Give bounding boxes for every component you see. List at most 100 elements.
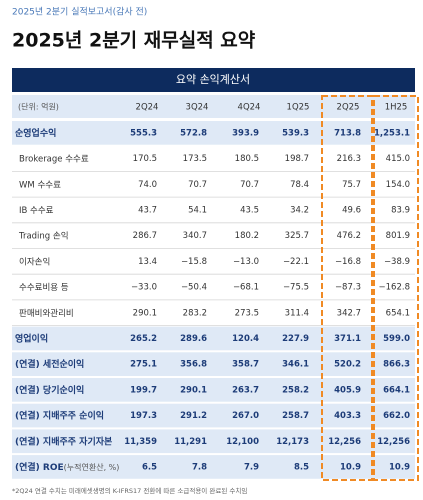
cell: 283.2 bbox=[183, 308, 207, 318]
column-header: 1H25 bbox=[385, 103, 408, 113]
row-label: (연결) 당기순이익 bbox=[15, 383, 84, 395]
row-label: 판매비와관리비 bbox=[19, 307, 74, 318]
cell: 286.7 bbox=[133, 231, 157, 241]
cell: 10.9 bbox=[389, 462, 410, 472]
cell: −87.3 bbox=[335, 283, 361, 293]
cell: 180.5 bbox=[235, 154, 259, 164]
cell: 216.3 bbox=[337, 154, 361, 164]
row-bg bbox=[12, 352, 415, 376]
cell: −33.0 bbox=[131, 283, 157, 293]
row-label: (연결) 지배주주 순이익 bbox=[15, 409, 104, 421]
cell: 358.7 bbox=[232, 360, 259, 370]
row-label-text: Brokerage 수수료 bbox=[19, 154, 89, 164]
row-bg bbox=[12, 326, 415, 351]
cell: 13.4 bbox=[138, 257, 157, 267]
cell: 83.9 bbox=[391, 205, 410, 215]
row-label-text: 영업이익 bbox=[15, 332, 48, 344]
row-label-text: (연결) 지배주주 순이익 bbox=[15, 409, 104, 421]
row-label-note: (누적연환산, %) bbox=[64, 461, 120, 471]
cell: 340.7 bbox=[183, 231, 207, 241]
cell: 664.1 bbox=[383, 385, 410, 395]
column-header: 2Q24 bbox=[136, 103, 159, 113]
cell: −162.8 bbox=[379, 283, 410, 293]
cell: −16.8 bbox=[335, 257, 361, 267]
cell: 662.0 bbox=[383, 411, 410, 421]
row-label-text: IB 수수료 bbox=[19, 205, 54, 215]
cell: 393.9 bbox=[232, 128, 259, 138]
row-label: Brokerage 수수료 bbox=[19, 154, 89, 164]
subtitle: 2025년 2분기 실적보고서(감사 전) bbox=[12, 6, 147, 18]
cell: 78.4 bbox=[290, 180, 309, 190]
cell: 572.8 bbox=[180, 128, 207, 138]
cell: 289.6 bbox=[180, 334, 207, 344]
row-label-text: 판매비와관리비 bbox=[19, 307, 74, 318]
cell: 75.7 bbox=[342, 180, 361, 190]
row-label: WM 수수료 bbox=[19, 180, 61, 190]
table-title: 요약 손익계산서 bbox=[176, 72, 250, 86]
cell: 11,359 bbox=[124, 437, 157, 447]
cell: 180.2 bbox=[235, 231, 259, 241]
unit-label: (단위: 억원) bbox=[18, 102, 59, 112]
row-label-text: (연결) ROE bbox=[15, 460, 64, 472]
row-label-text: 이자손익 bbox=[19, 256, 50, 267]
cell: 654.1 bbox=[386, 308, 410, 318]
cell: 11,291 bbox=[174, 437, 207, 447]
cell: 801.9 bbox=[386, 231, 410, 241]
row-label: (연결) 지배주주 자기자본 bbox=[15, 435, 112, 447]
cell: 70.7 bbox=[240, 180, 259, 190]
cell: 539.3 bbox=[282, 128, 309, 138]
row-bg bbox=[12, 429, 415, 454]
row-label-text: (연결) 당기순이익 bbox=[15, 383, 84, 395]
cell: 291.2 bbox=[180, 411, 207, 421]
cell: 346.1 bbox=[282, 360, 309, 370]
cell: 263.7 bbox=[232, 385, 259, 395]
row-label-text: 수수료비용 등 bbox=[19, 283, 69, 293]
row-label: 영업이익 bbox=[15, 332, 48, 344]
row-label-text: (연결) 지배주주 자기자본 bbox=[15, 435, 112, 447]
row-label: 이자손익 bbox=[19, 256, 50, 267]
column-header: 4Q24 bbox=[238, 103, 261, 113]
cell: 12,100 bbox=[226, 437, 259, 447]
cell: 290.1 bbox=[133, 308, 157, 318]
cell: 170.5 bbox=[133, 154, 157, 164]
cell: 197.3 bbox=[130, 411, 157, 421]
cell: −75.5 bbox=[283, 283, 309, 293]
column-header-bg bbox=[12, 95, 415, 118]
cell: 154.0 bbox=[386, 180, 410, 190]
cell: 10.9 bbox=[340, 462, 361, 472]
row-label: (연결) 세전순이익 bbox=[15, 358, 84, 370]
cell: 265.2 bbox=[130, 334, 157, 344]
column-header: 1Q25 bbox=[287, 103, 310, 113]
cell: 70.7 bbox=[188, 180, 207, 190]
cell: −22.1 bbox=[283, 257, 309, 267]
cell: 12,256 bbox=[328, 437, 361, 447]
cell: 1,253.1 bbox=[374, 128, 410, 138]
cell: −13.0 bbox=[233, 257, 259, 267]
row-label-text: WM 수수료 bbox=[19, 180, 61, 190]
row-label-text: 순영업수익 bbox=[15, 126, 56, 138]
cell: 49.6 bbox=[342, 205, 361, 215]
cell: 227.9 bbox=[282, 334, 309, 344]
cell: 43.5 bbox=[240, 205, 259, 215]
row-label-text: Trading 손익 bbox=[18, 230, 69, 241]
cell: 342.7 bbox=[337, 308, 361, 318]
cell: −50.4 bbox=[181, 283, 207, 293]
row-bg bbox=[12, 455, 415, 479]
cell: 6.5 bbox=[142, 462, 157, 472]
cell: 325.7 bbox=[285, 231, 309, 241]
table-title-bar bbox=[12, 68, 415, 92]
cell: 43.7 bbox=[138, 205, 157, 215]
cell: 267.0 bbox=[232, 411, 259, 421]
cell: 7.9 bbox=[244, 462, 259, 472]
cell: 198.7 bbox=[285, 154, 309, 164]
row-label: IB 수수료 bbox=[19, 205, 54, 215]
row-label: 순영업수익 bbox=[15, 126, 56, 138]
cell: −68.1 bbox=[233, 283, 259, 293]
cell: 74.0 bbox=[138, 180, 157, 190]
cell: 403.3 bbox=[334, 411, 361, 421]
highlight-box bbox=[321, 95, 373, 481]
row-label: 수수료비용 등 bbox=[19, 283, 69, 293]
row-label: Trading 손익 bbox=[18, 230, 69, 241]
cell: 356.8 bbox=[180, 360, 207, 370]
